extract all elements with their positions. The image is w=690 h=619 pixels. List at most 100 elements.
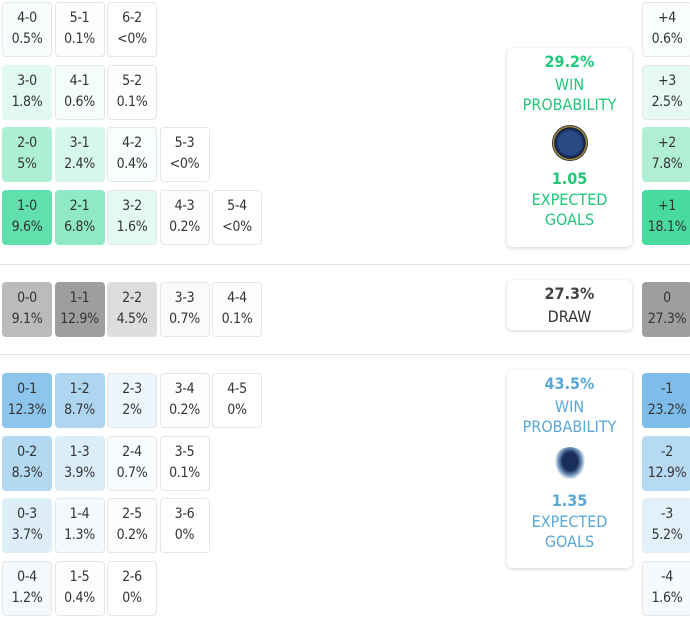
score-label: 1-5 <box>69 568 90 585</box>
scoreline-cell: 1-3 3.9% <box>54 435 105 491</box>
goal-margin-cell: -2 12.9% <box>642 435 690 491</box>
score-label: 0-4 <box>17 568 37 585</box>
home-win-panel: 29.2% WIN PROBABILITY 1.05 EXPECTED GOAL… <box>507 48 632 247</box>
scoreline-cell: 0-2 8.3% <box>2 435 52 491</box>
score-label: -3 <box>661 506 673 522</box>
probability-label: 23.2% <box>647 402 687 418</box>
divider <box>0 354 690 355</box>
probability-label: 0.4% <box>116 156 148 172</box>
score-label: 0-3 <box>17 506 37 522</box>
goal-margin-cell: +3 2.5% <box>642 64 690 120</box>
probability-label: 9.6% <box>11 218 43 235</box>
probability-label: 1.6% <box>116 218 148 235</box>
goal-margin-cell: -4 1.6% <box>642 560 690 616</box>
probability-label: 0.5% <box>11 31 43 47</box>
draw-pct: 27.3% <box>544 284 595 303</box>
scoreline-cell: 4-2 0.4% <box>107 127 157 182</box>
probability-label: 2% <box>122 402 142 418</box>
score-label: 3-6 <box>174 506 195 522</box>
score-label: 4-0 <box>17 10 37 26</box>
score-label: 0-0 <box>17 290 37 306</box>
probability-label: 12.9% <box>647 464 687 481</box>
away-win-pct: 43.5% <box>544 374 595 393</box>
probability-label: 1.2% <box>11 589 43 606</box>
goal-margin-cell: +4 0.6% <box>642 2 690 57</box>
score-label: 2-2 <box>122 290 142 306</box>
score-label: 0-2 <box>17 443 37 460</box>
probability-label: 27.3% <box>647 311 687 327</box>
score-label: 3-3 <box>174 290 195 306</box>
scoreline-cell: 3-4 0.2% <box>159 373 210 428</box>
probability-label: 0.1% <box>169 464 200 481</box>
goal-margin-cell: +2 7.8% <box>642 127 690 182</box>
goal-margin-cell: -1 23.2% <box>642 373 690 428</box>
home-xg: 1.05 <box>551 169 588 188</box>
probability-label: <0% <box>117 31 147 47</box>
score-label: 1-3 <box>69 443 90 460</box>
scoreline-cell: 5-1 0.1% <box>54 2 105 57</box>
score-label: +4 <box>658 10 676 26</box>
scoreline-cell: 3-3 0.7% <box>159 282 210 337</box>
probability-label: 12.3% <box>7 402 47 418</box>
score-label: 2-5 <box>122 506 142 522</box>
scoreline-cell: 3-6 0% <box>159 498 210 553</box>
probability-label: 18.1% <box>647 218 687 235</box>
probability-label: 0.6% <box>64 93 95 110</box>
probability-label: 3.7% <box>11 527 43 543</box>
probability-label: <0% <box>169 156 200 172</box>
scoreline-cell: 3-0 1.8% <box>2 64 52 120</box>
away-team-eagle-crest-icon <box>551 447 588 483</box>
probability-label: 1.6% <box>651 589 683 606</box>
scoreline-cell: 3-1 2.4% <box>54 127 105 182</box>
probability-label: 8.7% <box>64 402 95 418</box>
score-label: 4-2 <box>122 135 142 151</box>
scoreline-cell: 2-6 0% <box>107 560 157 616</box>
scoreline-cell: 1-2 8.7% <box>54 373 105 428</box>
goal-margin-cell: +1 18.1% <box>642 189 690 245</box>
scoreline-cell: 5-2 0.1% <box>107 64 157 120</box>
probability-label: 0.4% <box>64 589 95 606</box>
scoreline-cell: 4-3 0.2% <box>159 189 210 245</box>
away-win-panel: 43.5% WIN PROBABILITY 1.35 EXPECTED GOAL… <box>507 370 632 568</box>
score-label: -4 <box>661 568 673 585</box>
probability-label: 3.9% <box>64 464 95 481</box>
score-label: 1-4 <box>69 506 90 522</box>
probability-label: 6.8% <box>64 218 95 235</box>
scoreline-cell: 4-4 0.1% <box>212 282 262 337</box>
probability-label: 0.7% <box>116 464 148 481</box>
home-team-crest-icon <box>551 125 588 161</box>
probability-label: 0.1% <box>64 31 95 47</box>
scoreline-cell: 5-3 <0% <box>159 127 210 182</box>
score-label: +3 <box>658 72 676 89</box>
home-win-label: WIN PROBABILITY <box>522 75 617 114</box>
scoreline-cell: 3-5 0.1% <box>159 435 210 491</box>
score-label: 2-0 <box>17 135 37 151</box>
score-label: 1-0 <box>17 197 37 214</box>
probability-label: <0% <box>222 218 252 235</box>
score-label: 1-1 <box>69 290 90 306</box>
score-label: 4-5 <box>227 381 247 397</box>
scoreline-cell: 2-4 0.7% <box>107 435 157 491</box>
score-label: 5-1 <box>69 10 90 26</box>
score-label: 5-2 <box>122 72 142 89</box>
scoreline-cell: 1-1 12.9% <box>54 282 105 337</box>
probability-label: 5% <box>17 156 37 172</box>
probability-label: 8.3% <box>11 464 43 481</box>
probability-label: 4.5% <box>116 311 148 327</box>
scoreline-cell: 5-4 <0% <box>212 189 262 245</box>
away-win-label: WIN PROBABILITY <box>522 397 617 436</box>
score-label: +1 <box>658 197 676 214</box>
probability-label: 0.2% <box>169 402 200 418</box>
scoreline-cell: 4-1 0.6% <box>54 64 105 120</box>
away-xg: 1.35 <box>551 491 588 510</box>
score-label: 2-3 <box>122 381 142 397</box>
score-label: -1 <box>661 381 673 397</box>
score-label: 1-2 <box>69 381 90 397</box>
probability-label: 7.8% <box>651 156 683 172</box>
scoreline-cell: 2-1 6.8% <box>54 189 105 245</box>
probability-label: 2.4% <box>64 156 95 172</box>
scoreline-cell: 0-0 9.1% <box>2 282 52 337</box>
scoreline-cell: 0-3 3.7% <box>2 498 52 553</box>
score-label: -2 <box>661 443 673 460</box>
scoreline-cell: 2-5 0.2% <box>107 498 157 553</box>
